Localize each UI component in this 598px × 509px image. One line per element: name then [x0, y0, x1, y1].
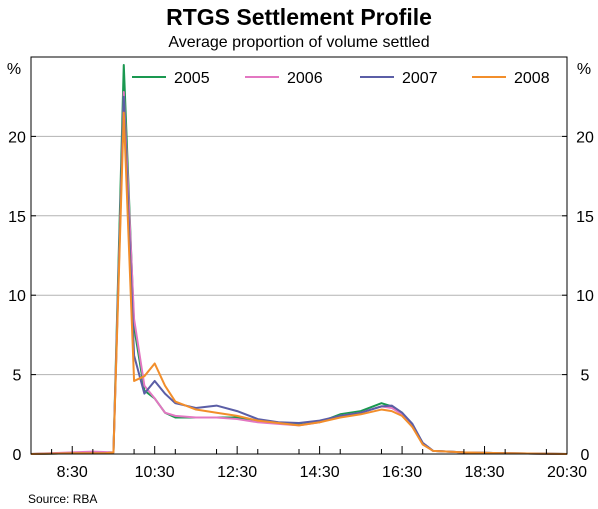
legend-label-2005: 2005	[174, 70, 210, 87]
y-axis-unit-right: %	[577, 61, 591, 78]
x-tick-label-1: 10:30	[135, 464, 175, 481]
y-tick-right-5: 5	[581, 368, 590, 385]
x-tick-label-0: 8:30	[57, 464, 88, 481]
x-tick-label-4: 16:30	[382, 464, 422, 481]
plot-frame	[30, 56, 568, 455]
y-tick-left-5: 5	[13, 368, 22, 385]
y-tick-left-20: 20	[8, 129, 26, 146]
x-tick-label-2: 12:30	[217, 464, 257, 481]
y-tick-right-10: 10	[576, 288, 594, 305]
x-tick-label-6: 20:30	[547, 464, 587, 481]
y-tick-left-0: 0	[13, 447, 22, 464]
legend-label-2006: 2006	[287, 70, 323, 87]
series-line-2005	[30, 63, 568, 455]
grid	[31, 135, 567, 376]
y-axis: 0 0 5 5 10 10 15 15 20 20	[8, 129, 594, 464]
y-tick-left-10: 10	[8, 288, 26, 305]
source-note: Source: RBA	[28, 492, 97, 506]
x-tick-label-3: 14:30	[300, 464, 340, 481]
x-tick-label-5: 18:30	[465, 464, 505, 481]
legend-label-2008: 2008	[514, 70, 550, 87]
y-tick-left-15: 15	[8, 209, 26, 226]
series-line-2007	[30, 95, 568, 455]
chart-subtitle: Average proportion of volume settled	[168, 34, 429, 51]
y-tick-right-20: 20	[576, 129, 594, 146]
chart-title: RTGS Settlement Profile	[166, 4, 432, 30]
x-axis: 8:30 10:30 12:30 14:30 16:30 18:30 20:30	[51, 446, 587, 481]
y-tick-right-0: 0	[581, 447, 590, 464]
series-line-2008	[30, 111, 568, 455]
legend-label-2007: 2007	[402, 70, 438, 87]
y-tick-right-15: 15	[576, 209, 594, 226]
legend: 2005 2006 2007 2008	[132, 70, 550, 87]
y-axis-unit-left: %	[7, 61, 21, 78]
series-line-2006	[30, 90, 568, 455]
series-group	[30, 63, 568, 455]
